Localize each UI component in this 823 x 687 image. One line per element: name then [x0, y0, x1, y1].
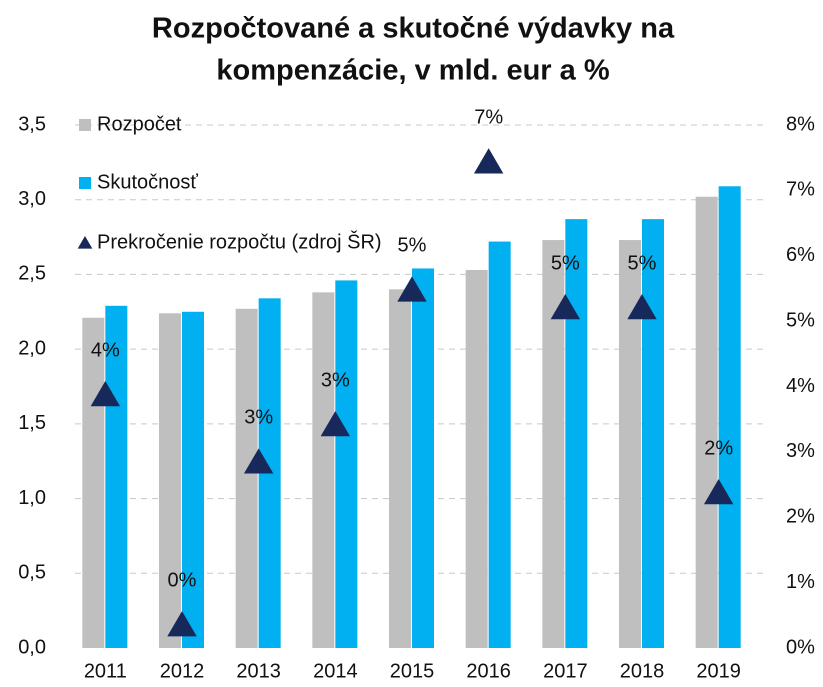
- bar: [182, 311, 204, 648]
- y-tick-label: 3,5: [18, 113, 46, 135]
- marker: [243, 448, 274, 474]
- y-tick-label: 0,5: [18, 562, 46, 584]
- x-tick-label: 2014: [313, 660, 358, 682]
- y2-tick-label: 3%: [786, 440, 815, 462]
- bar: [619, 240, 641, 648]
- marker: [627, 294, 657, 320]
- legend-marker: [79, 177, 91, 189]
- y2-tick-label: 1%: [786, 571, 815, 593]
- bar: [235, 308, 258, 648]
- y-tick-label: 2,0: [18, 337, 46, 359]
- bar: [718, 186, 741, 648]
- legend-label: Rozpočet: [97, 113, 182, 135]
- data-label: 7%: [474, 107, 503, 129]
- y2-tick-label: 0%: [786, 636, 815, 658]
- data-label: 4%: [91, 339, 120, 361]
- y2-tick-label: 8%: [786, 113, 815, 135]
- marker: [167, 611, 197, 637]
- bar: [389, 289, 411, 648]
- legend-marker: [79, 119, 91, 131]
- data-label: 5%: [551, 252, 580, 274]
- data-label: 5%: [628, 252, 657, 274]
- bar: [412, 268, 434, 648]
- bar: [465, 269, 488, 648]
- y2-tick-label: 4%: [786, 375, 815, 397]
- legend-label: Skutočnosť: [97, 171, 198, 193]
- data-label: 2%: [704, 437, 733, 459]
- bar: [82, 317, 105, 648]
- bar: [695, 196, 718, 648]
- x-tick-label: 2013: [236, 660, 281, 682]
- x-tick-label: 2015: [390, 660, 435, 682]
- chart-title: Rozpočtované a skutočné výdavky na: [152, 13, 675, 45]
- marker: [703, 479, 734, 505]
- marker: [320, 411, 351, 437]
- y-tick-label: 3,0: [18, 188, 46, 210]
- x-tick-label: 2016: [466, 660, 511, 682]
- legend-label: Prekročenie rozpočtu (zdroj ŠR): [97, 230, 382, 253]
- x-tick-label: 2019: [696, 660, 741, 682]
- y2-tick-label: 2%: [786, 506, 815, 528]
- bar: [312, 292, 335, 648]
- x-tick-label: 2012: [160, 660, 205, 682]
- data-label: 0%: [168, 569, 197, 591]
- marker: [550, 294, 581, 320]
- x-tick-label: 2011: [84, 660, 127, 682]
- data-label: 3%: [321, 369, 350, 391]
- y-tick-label: 2,5: [18, 263, 46, 285]
- y2-tick-label: 6%: [786, 244, 815, 266]
- y-tick-label: 1,5: [18, 412, 46, 434]
- bar: [542, 240, 565, 648]
- bar: [159, 313, 181, 648]
- data-label: 5%: [398, 235, 427, 257]
- y-tick-label: 0,0: [18, 636, 46, 658]
- bar: [488, 241, 511, 648]
- marker: [473, 148, 504, 174]
- legend-marker: [77, 236, 93, 249]
- y2-tick-label: 7%: [786, 179, 815, 201]
- marker: [90, 380, 121, 407]
- marker: [397, 276, 427, 302]
- y2-tick-label: 5%: [786, 309, 815, 331]
- bar: [565, 219, 588, 648]
- x-tick-label: 2018: [620, 660, 665, 682]
- x-tick-label: 2017: [543, 660, 588, 682]
- bar: [642, 219, 664, 648]
- y-tick-label: 1,0: [18, 487, 46, 509]
- bar: [335, 280, 358, 648]
- chart-title: kompenzácie, v mld. eur a %: [216, 55, 609, 87]
- data-label: 3%: [244, 407, 273, 429]
